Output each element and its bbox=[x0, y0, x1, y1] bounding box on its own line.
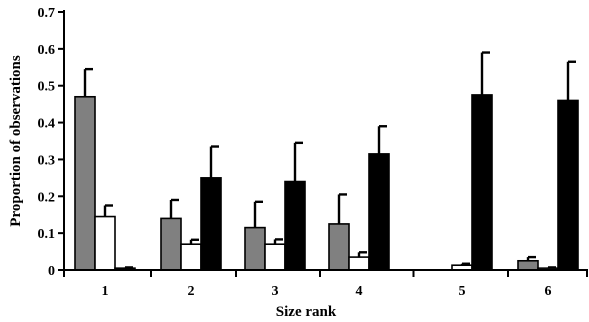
y-tick-label: 0.2 bbox=[38, 190, 56, 205]
y-tick-label: 0.1 bbox=[38, 227, 56, 242]
bar-s2-2 bbox=[180, 243, 202, 271]
y-tick-label: 0.3 bbox=[38, 153, 56, 168]
bar-s1-4 bbox=[328, 223, 350, 271]
x-tick-label-5: 5 bbox=[459, 284, 466, 299]
bar-s3-6 bbox=[557, 99, 579, 271]
y-tick-label: 0 bbox=[48, 264, 55, 279]
bar-s1-1 bbox=[74, 95, 96, 271]
y-tick-label: 0.5 bbox=[38, 80, 56, 95]
y-tick-label: 0.6 bbox=[38, 43, 56, 58]
bar-s2-3 bbox=[264, 243, 286, 271]
y-tick-label: 0.4 bbox=[38, 117, 56, 132]
bar-s2-1 bbox=[94, 215, 116, 271]
bar-s1-2 bbox=[160, 217, 182, 271]
y-tick-label: 0.7 bbox=[38, 6, 56, 21]
bar-s2-4 bbox=[348, 256, 370, 271]
x-tick-label-4: 4 bbox=[356, 284, 363, 299]
x-tick-label-1: 1 bbox=[102, 284, 109, 299]
bar-s3-4 bbox=[368, 153, 390, 271]
bar-s1-6 bbox=[517, 259, 539, 271]
bar-s3-5 bbox=[471, 94, 493, 271]
bars-layer bbox=[74, 51, 579, 271]
x-axis-title: Size rank bbox=[276, 304, 337, 320]
x-tick-label-3: 3 bbox=[272, 284, 279, 299]
bar-s3-2 bbox=[200, 177, 222, 271]
bar-s3-3 bbox=[284, 180, 306, 271]
axes-layer: 0 0.1 0.2 0.3 0.4 0.5 0.6 0.7 1 2 3 4 5 6 bbox=[38, 6, 588, 299]
bar-s1-3 bbox=[244, 226, 266, 271]
x-tick-label-6: 6 bbox=[545, 284, 552, 299]
y-axis-title: Proportion of observations bbox=[8, 55, 24, 227]
x-tick-label-2: 2 bbox=[188, 284, 195, 299]
